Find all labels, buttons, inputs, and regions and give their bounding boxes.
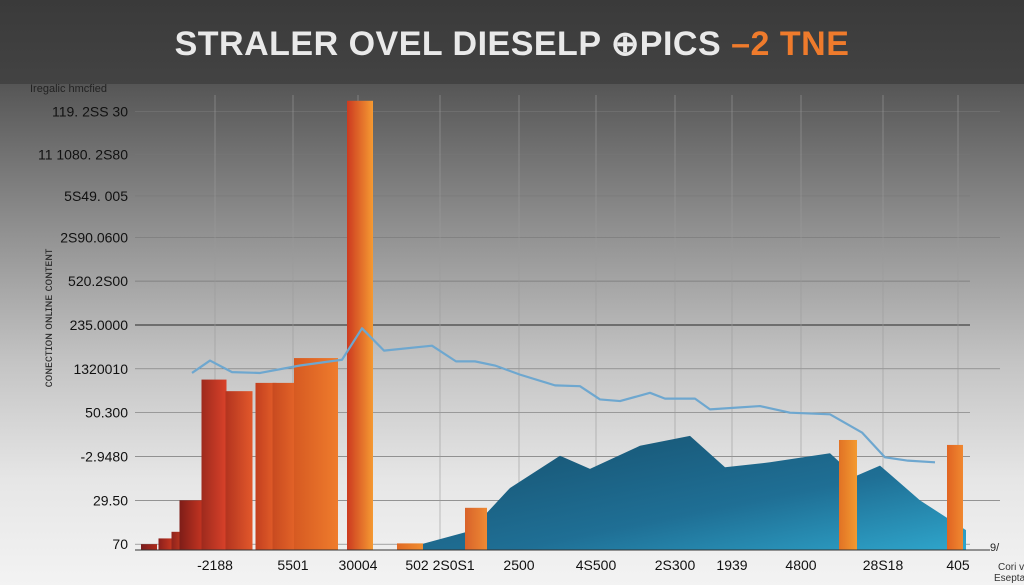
bar bbox=[158, 538, 172, 550]
bar bbox=[179, 500, 203, 550]
y-tick-label: 1320010 bbox=[73, 361, 128, 377]
x-tick-label: 502 2S0S1 bbox=[405, 557, 474, 573]
y-tick-label: 2S90.0600 bbox=[60, 229, 128, 245]
bar-layer bbox=[141, 100, 963, 551]
y-tick-label: 119. 2SS 30 bbox=[52, 104, 128, 120]
bar bbox=[201, 379, 227, 550]
y-axis-label: ᴄᴏɴᴇᴄᴛɪᴏɴ ᴏɴʟɪɴᴇ ᴄᴏɴᴛᴇɴᴛ bbox=[41, 248, 55, 387]
y-tick-label: 235.0000 bbox=[70, 317, 129, 333]
footer-line-2: Eseptacs bbox=[994, 573, 1024, 584]
area-series bbox=[400, 435, 966, 550]
bar bbox=[839, 439, 857, 550]
y-tick-label: 520.2S00 bbox=[68, 273, 128, 289]
y-tick-label: -2.9480 bbox=[81, 449, 129, 465]
line-layer bbox=[191, 327, 936, 464]
axis-layer: 119. 2SS 30 11 1080. 2S80 5S49. 005 2S90.06… bbox=[38, 104, 990, 573]
bar bbox=[947, 444, 963, 550]
top-axis-label: Iregalic hmcfied bbox=[30, 83, 107, 95]
x-tick-label: 1939 bbox=[716, 557, 747, 573]
x-tick-label: 405 bbox=[946, 557, 970, 573]
chart-title: STRALER OVEL DIESELP ⊕PICS –2 TNE bbox=[0, 24, 1024, 64]
x-tick-label: 28S18 bbox=[863, 557, 904, 573]
x-tick-label: 4800 bbox=[785, 557, 816, 573]
bar bbox=[225, 391, 253, 550]
right-axis-label: 9/ bbox=[990, 542, 1000, 554]
bar bbox=[397, 543, 423, 550]
bar bbox=[347, 100, 373, 551]
area-layer bbox=[400, 435, 966, 550]
y-tick-label: 11 1080. 2S80 bbox=[38, 147, 128, 163]
bar bbox=[294, 358, 338, 550]
bar bbox=[465, 507, 487, 550]
x-tick-label: 4S500 bbox=[576, 557, 617, 573]
chart-title-accent: –2 TNE bbox=[731, 25, 850, 63]
y-tick-label: 70 bbox=[112, 536, 128, 552]
y-tick-label: 50.300 bbox=[85, 405, 128, 421]
footer-line-1: Cori vi bbox=[998, 562, 1024, 573]
x-tick-label: 5501 bbox=[277, 557, 308, 573]
bar bbox=[141, 544, 157, 550]
y-tick-label: 29.50 bbox=[93, 492, 128, 508]
y-tick-label: 5S49. 005 bbox=[64, 188, 128, 204]
x-tick-label: 2500 bbox=[503, 557, 534, 573]
x-tick-label: -2188 bbox=[197, 557, 233, 573]
line-series bbox=[191, 327, 936, 464]
x-tick-label: 2S300 bbox=[655, 557, 696, 573]
title-band bbox=[0, 0, 1024, 84]
x-tick-label: 30004 bbox=[339, 557, 378, 573]
bar bbox=[255, 382, 277, 550]
chart-title-main: STRALER OVEL DIESELP ⊕PICS bbox=[174, 25, 732, 63]
